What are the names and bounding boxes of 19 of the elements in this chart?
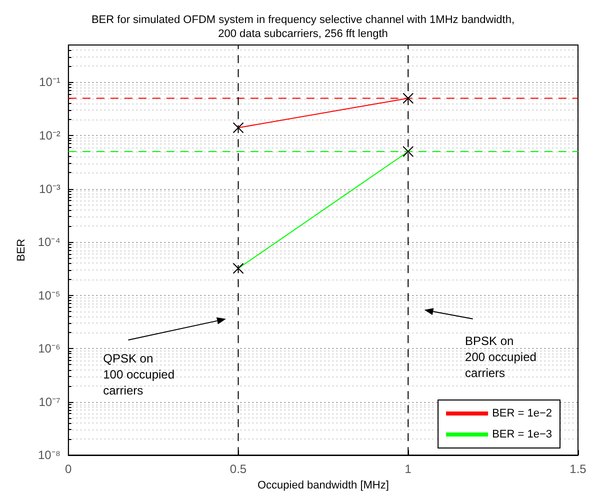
x-tick-label: 0.5 <box>230 462 247 476</box>
chart-title: BER for simulated OFDM system in frequency selective channel with 1MHz bandwidth, 200 data subcarriers, 256 fft length <box>91 14 515 40</box>
y-tick-label: 10⁻⁴ <box>38 235 60 250</box>
annotation: QPSK on 100 occupied carriers <box>103 351 175 398</box>
y-tick-label: 10⁻² <box>39 128 60 142</box>
x-axis-title: Occupied bandwidth [MHz] <box>257 480 389 492</box>
y-tick-label: 10⁻⁸ <box>38 448 60 462</box>
annotation: BPSK on 200 occupied carriers <box>465 334 536 380</box>
x-tick-label: 0 <box>65 462 72 476</box>
x-tick-label: 1.5 <box>570 462 587 476</box>
y-tick-label: 10⁻³ <box>39 182 60 196</box>
legend-label: BER = 1e−2 <box>492 408 552 420</box>
y-tick-label: 10⁻⁶ <box>38 342 60 356</box>
y-tick-label: 10⁻⁷ <box>38 394 60 409</box>
y-tick-label: 10⁻⁵ <box>38 288 60 302</box>
y-axis-title: BER <box>16 238 28 262</box>
y-tick-label: 10⁻¹ <box>39 75 60 90</box>
x-tick-label: 1 <box>404 462 412 476</box>
legend-label: BER = 1e−3 <box>492 428 552 440</box>
